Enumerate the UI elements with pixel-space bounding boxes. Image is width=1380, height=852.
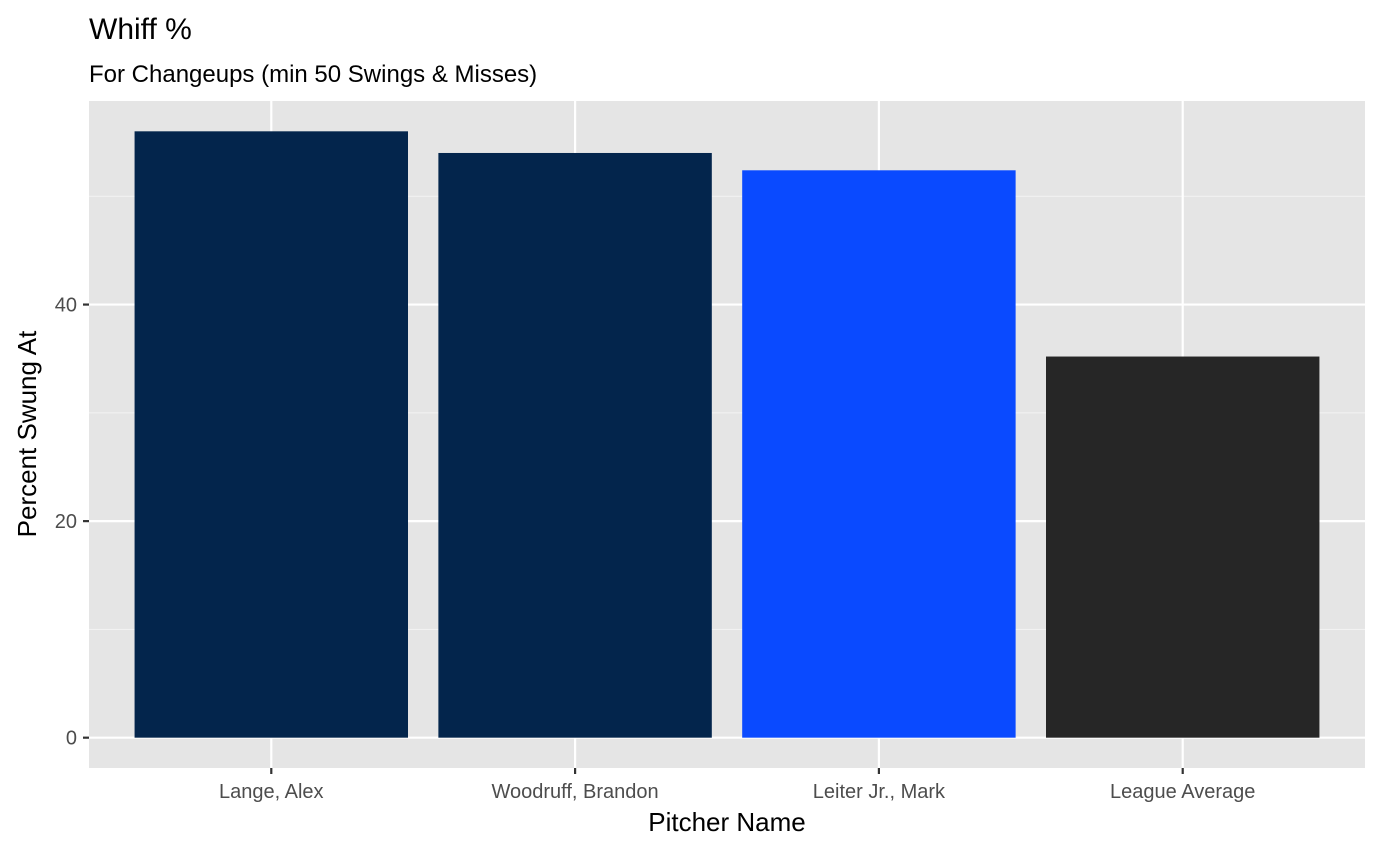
y-tick-label: 20: [55, 511, 77, 533]
x-tick-label: Woodruff, Brandon: [492, 781, 659, 803]
x-axis-title: Pitcher Name: [648, 807, 806, 837]
bar-woodruff-brandon: [438, 152, 712, 738]
bar-lange-alex: [134, 131, 409, 738]
y-axis-title: Percent Swung At: [12, 330, 42, 537]
chart-title: Whiff %: [89, 13, 192, 46]
y-axis: 0 20 40: [55, 295, 89, 750]
bar-league-average: [1046, 356, 1320, 738]
y-tick-label: 40: [55, 295, 77, 317]
bar-leiter-jr-mark: [742, 170, 1016, 738]
y-tick-label: 0: [66, 728, 77, 750]
x-tick-label: Lange, Alex: [219, 781, 324, 803]
x-tick-label: League Average: [1110, 781, 1255, 803]
chart-subtitle: For Changeups (min 50 Swings & Misses): [89, 61, 537, 88]
bars-group: [134, 131, 1320, 738]
x-tick-label: Leiter Jr., Mark: [813, 781, 946, 803]
x-axis: Lange, Alex Woodruff, Brandon Leiter Jr., …: [219, 768, 1255, 803]
